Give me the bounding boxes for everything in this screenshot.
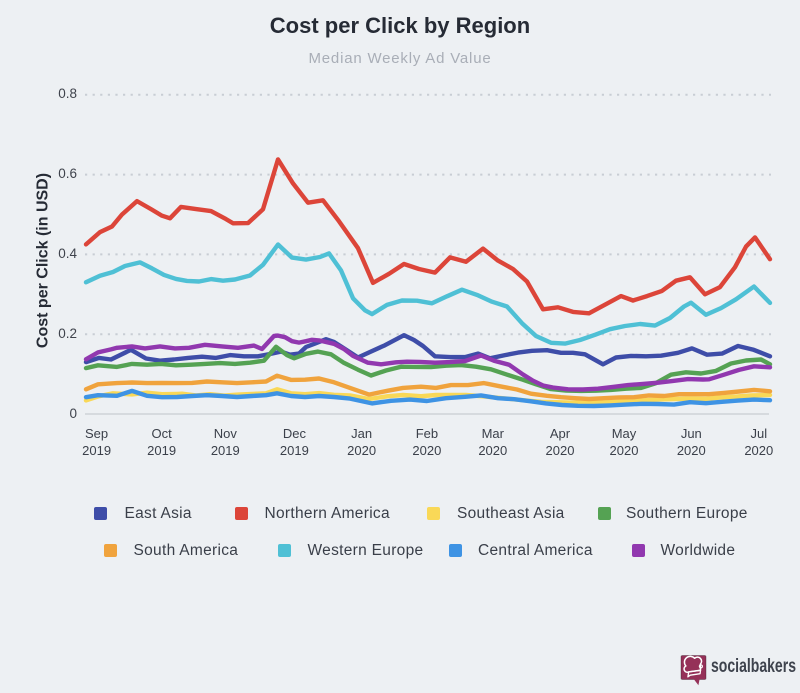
svg-text:socialbakers: socialbakers bbox=[711, 656, 796, 677]
